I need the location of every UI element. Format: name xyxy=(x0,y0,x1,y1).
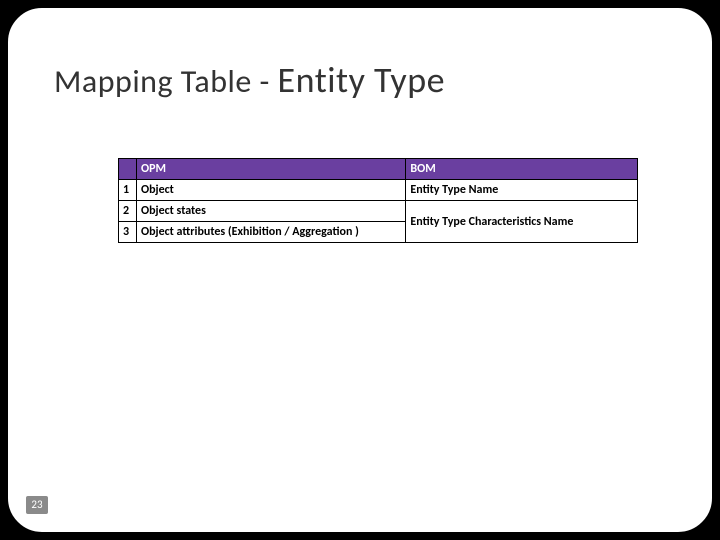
col-header-opm: OPM xyxy=(136,159,405,180)
cell-opm: Object states xyxy=(136,201,405,222)
title-prefix: Mapping Table - xyxy=(54,62,278,101)
table-row: 1 Object Entity Type Name xyxy=(119,180,638,201)
table-row: 2 Object states Entity Type Characterist… xyxy=(119,201,638,222)
slide-frame: Mapping Table - Entity Type OPM BOM 1 Ob… xyxy=(6,6,714,534)
table-header-row: OPM BOM xyxy=(119,159,638,180)
title-main: Entity Type xyxy=(278,58,446,102)
page-number-badge: 23 xyxy=(26,496,48,514)
slide-title: Mapping Table - Entity Type xyxy=(54,58,445,102)
col-header-bom: BOM xyxy=(406,159,638,180)
mapping-table: OPM BOM 1 Object Entity Type Name 2 Obje… xyxy=(118,158,638,243)
cell-bom-merged: Entity Type Characteristics Name xyxy=(406,201,638,243)
cell-num: 2 xyxy=(119,201,137,222)
cell-opm: Object attributes (Exhibition / Aggregat… xyxy=(136,222,405,243)
cell-num: 1 xyxy=(119,180,137,201)
cell-num: 3 xyxy=(119,222,137,243)
cell-bom: Entity Type Name xyxy=(406,180,638,201)
cell-opm: Object xyxy=(136,180,405,201)
col-header-blank xyxy=(119,159,137,180)
